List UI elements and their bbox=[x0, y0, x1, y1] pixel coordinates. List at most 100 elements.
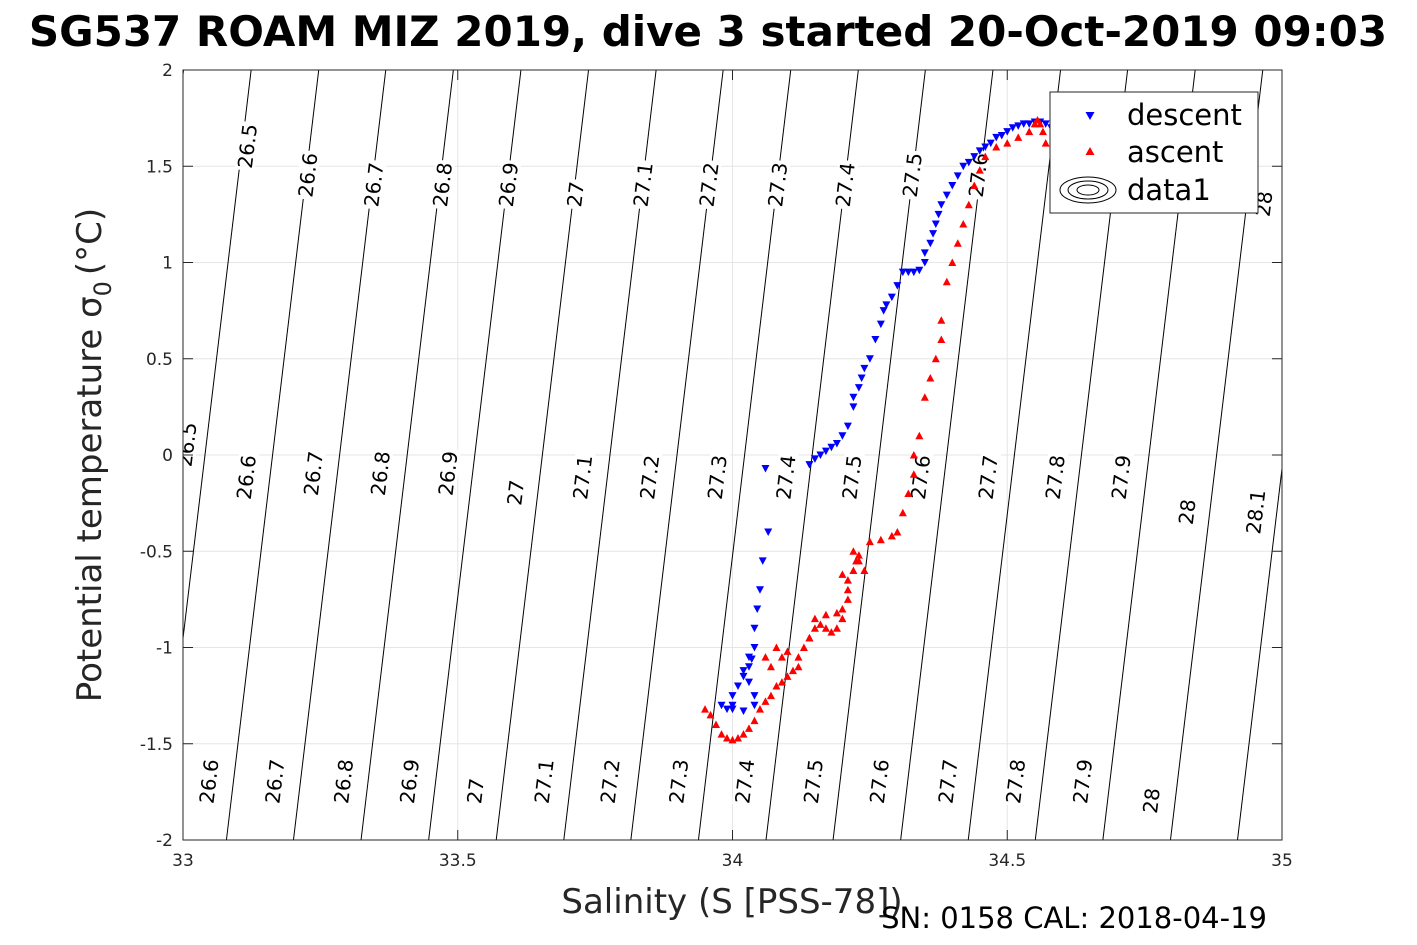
ascent-point bbox=[777, 678, 786, 686]
y-tick-label: 2 bbox=[162, 61, 173, 81]
descent-point bbox=[755, 586, 764, 594]
series-ascent bbox=[701, 116, 1050, 744]
ascent-point bbox=[970, 181, 979, 189]
descent-point bbox=[739, 707, 748, 716]
ascent-point bbox=[948, 258, 957, 266]
descent-point bbox=[887, 293, 896, 302]
isopycnal-label: 26.5 bbox=[233, 123, 262, 170]
ascent-point bbox=[1038, 127, 1047, 136]
descent-point bbox=[753, 605, 762, 613]
ascent-point bbox=[926, 374, 935, 382]
isopycnal-label-bg bbox=[361, 159, 387, 210]
descent-point bbox=[805, 461, 814, 469]
ascent-point bbox=[898, 508, 907, 517]
isopycnal-label: 27.9 bbox=[1107, 454, 1136, 501]
ascent-point bbox=[964, 200, 973, 209]
descent-point bbox=[948, 182, 957, 190]
descent-point bbox=[764, 528, 773, 536]
isopycnal-label: 26.6 bbox=[232, 454, 261, 501]
ascent-point bbox=[909, 451, 918, 459]
isopycnal-label-bg bbox=[1242, 486, 1269, 538]
ascent-point bbox=[766, 691, 775, 700]
descent-point bbox=[865, 355, 874, 363]
ascent-point bbox=[728, 735, 737, 744]
descent-point bbox=[860, 364, 869, 373]
isopycnal-label-bg bbox=[696, 159, 722, 210]
descent-point bbox=[904, 268, 913, 277]
ascent-point bbox=[937, 335, 946, 343]
isopycnal-label: 27.5 bbox=[799, 758, 828, 805]
isopycnal-label: 27.5 bbox=[837, 454, 866, 501]
ascent-point bbox=[937, 316, 946, 324]
isopycnal-label-bg bbox=[569, 451, 596, 503]
ascent-point bbox=[843, 576, 852, 584]
y-axis-label-main: Potential temperature bbox=[70, 329, 110, 702]
ascent-point bbox=[755, 705, 764, 713]
isopycnal-label-bg bbox=[731, 756, 758, 807]
isopycnal-label: 28 bbox=[1138, 787, 1165, 815]
isopycnal-label: 27.4 bbox=[831, 161, 860, 208]
descent-point bbox=[750, 644, 759, 652]
ascent-point bbox=[821, 610, 830, 619]
ascent-point bbox=[975, 166, 984, 174]
isopycnal-label-bg bbox=[773, 451, 799, 503]
ascent-point bbox=[816, 620, 825, 628]
descent-point bbox=[723, 705, 732, 714]
y-axis-label: Potential temperature σ0 (°C) bbox=[70, 208, 117, 702]
descent-point bbox=[992, 133, 1001, 142]
isopycnal-label-bg bbox=[800, 756, 827, 807]
ascent-point bbox=[761, 653, 770, 661]
isopycnal-label-bg bbox=[1069, 756, 1096, 807]
isopycnal-label-bg bbox=[1002, 756, 1029, 807]
ascent-point bbox=[838, 605, 847, 613]
y-axis-label-unit: (°C) bbox=[70, 208, 110, 275]
isopycnal-label: 27.6 bbox=[865, 758, 894, 805]
y-tick-label: 0.5 bbox=[146, 350, 173, 370]
isopycnal-label: 27 bbox=[462, 777, 489, 805]
isopycnal-label-bg bbox=[183, 419, 200, 470]
isopycnal-label: 26.7 bbox=[359, 161, 388, 208]
isopycnal-label-bg bbox=[463, 775, 488, 807]
descent-point bbox=[827, 443, 836, 452]
ascent-point bbox=[920, 393, 929, 401]
ascent-point bbox=[712, 720, 721, 728]
isopycnal-label: 26.9 bbox=[494, 161, 523, 208]
ascent-point bbox=[805, 633, 814, 642]
ascent-point bbox=[788, 666, 797, 675]
ascent-point bbox=[1036, 119, 1045, 128]
x-tick-label: 34 bbox=[722, 851, 744, 871]
isopycnal-label: 26.8 bbox=[428, 161, 457, 208]
isopycnal-label: 27.5 bbox=[898, 152, 927, 199]
isopycnal-label-bg bbox=[396, 756, 423, 807]
ascent-point bbox=[706, 710, 715, 719]
descent-point bbox=[750, 692, 759, 700]
ascent-point bbox=[739, 730, 748, 738]
descent-point bbox=[1041, 120, 1050, 128]
isopycnal-label: 26.9 bbox=[395, 758, 424, 805]
descent-point bbox=[879, 307, 888, 315]
isopycnal-label-bg bbox=[295, 149, 321, 201]
isopycnal-label: 27 bbox=[502, 479, 529, 507]
isopycnal-label-bg bbox=[866, 756, 893, 807]
isopycnal-label-bg bbox=[764, 159, 791, 210]
y-tick-label: 1.5 bbox=[146, 157, 173, 177]
descent-point bbox=[964, 158, 973, 167]
descent-point bbox=[744, 653, 753, 662]
descent-point bbox=[849, 403, 858, 411]
isopycnal-label: 27.1 bbox=[629, 161, 658, 208]
isopycnal-label: 26.8 bbox=[329, 758, 358, 805]
ascent-point bbox=[827, 628, 836, 636]
descent-point bbox=[816, 451, 825, 459]
x-tick-label: 33 bbox=[172, 851, 194, 871]
ascent-point bbox=[931, 354, 940, 363]
descent-point bbox=[882, 301, 891, 309]
descent-point bbox=[937, 201, 946, 209]
isopycnal-label-bg bbox=[636, 451, 663, 503]
isopycnal-label: 27.9 bbox=[1068, 758, 1097, 805]
isopycnal-label-bg bbox=[975, 451, 1002, 503]
ascent-point bbox=[821, 624, 830, 632]
descent-point bbox=[854, 384, 863, 392]
isopycnal-label: 26.6 bbox=[194, 758, 223, 805]
descent-point bbox=[876, 320, 885, 329]
isopycnal-label: 27.8 bbox=[1001, 758, 1030, 805]
